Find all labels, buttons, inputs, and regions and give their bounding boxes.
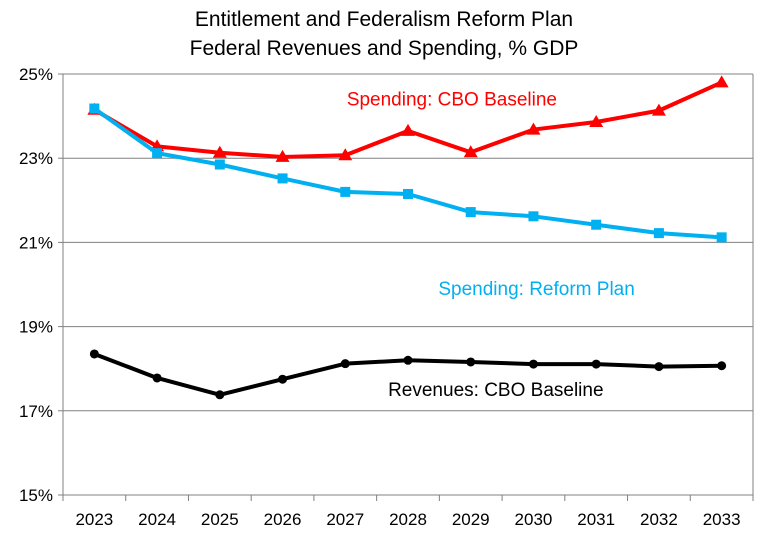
x-tick-label: 2030 [515,510,553,529]
x-tick-label: 2033 [703,510,741,529]
x-tick-label: 2024 [138,510,176,529]
x-tick-label: 2023 [75,510,113,529]
revenues-cbo-baseline-point [152,373,162,383]
x-tick-label: 2026 [264,510,302,529]
x-tick-label: 2028 [389,510,427,529]
revenues-cbo-baseline-point [215,390,225,400]
revenues-cbo-baseline-label: Revenues: CBO Baseline [388,380,603,401]
spending-reform-plan-label: Spending: Reform Plan [438,279,634,300]
y-tick-label: 23% [19,149,53,168]
x-tick-label: 2031 [577,510,615,529]
spending-reform-plan-point [214,159,225,170]
spending-reform-plan-point [152,148,163,159]
spending-cbo-baseline-point [401,123,415,136]
spending-cbo-baseline-point [651,103,666,116]
revenues-cbo-baseline-point [466,357,476,367]
x-tick-label: 2029 [452,510,490,529]
spending-reform-plan-point [465,207,476,218]
y-tick-label: 15% [19,486,53,505]
y-tick-label: 25% [19,65,53,84]
chart-title-line-2: Federal Revenues and Spending, % GDP [189,37,579,60]
revenues-cbo-baseline-point [403,355,413,365]
y-tick-label: 19% [19,318,53,337]
revenues-cbo-baseline-point [528,359,538,369]
spending-cbo-baseline-point [589,114,604,127]
spending-reform-plan-point [277,173,288,184]
y-tick-label: 17% [19,402,53,421]
revenues-cbo-baseline-point [340,359,350,369]
spending-reform-plan-point [528,211,539,222]
revenues-cbo-baseline-point [89,349,99,359]
spending-reform-plan-point [340,186,351,197]
x-tick-label: 2027 [326,510,364,529]
chart-title-line-1: Entitlement and Federalism Reform Plan [194,8,574,31]
spending-cbo-baseline-point [463,145,478,158]
revenues-cbo-baseline-point [717,361,727,371]
spending-cbo-baseline-point [526,122,541,135]
y-tick-label: 21% [19,233,53,252]
x-tick-label: 2025 [201,510,239,529]
spending-cbo-baseline-point [338,148,353,161]
spending-cbo-baseline-label: Spending: CBO Baseline [347,90,557,111]
x-tick-label: 2032 [640,510,678,529]
spending-reform-plan-point [653,228,664,239]
revenues-cbo-baseline-point [591,359,601,369]
revenues-cbo-baseline-point [654,362,664,372]
spending-reform-plan-point [716,232,727,243]
spending-cbo-baseline-point [714,75,729,88]
spending-reform-plan-point [591,219,602,230]
revenues-cbo-baseline-point [278,374,288,384]
spending-cbo-baseline-point [212,145,227,158]
spending-reform-plan-point [89,103,100,114]
spending-cbo-baseline-point [275,149,290,162]
spending-reform-plan-point [403,188,413,199]
